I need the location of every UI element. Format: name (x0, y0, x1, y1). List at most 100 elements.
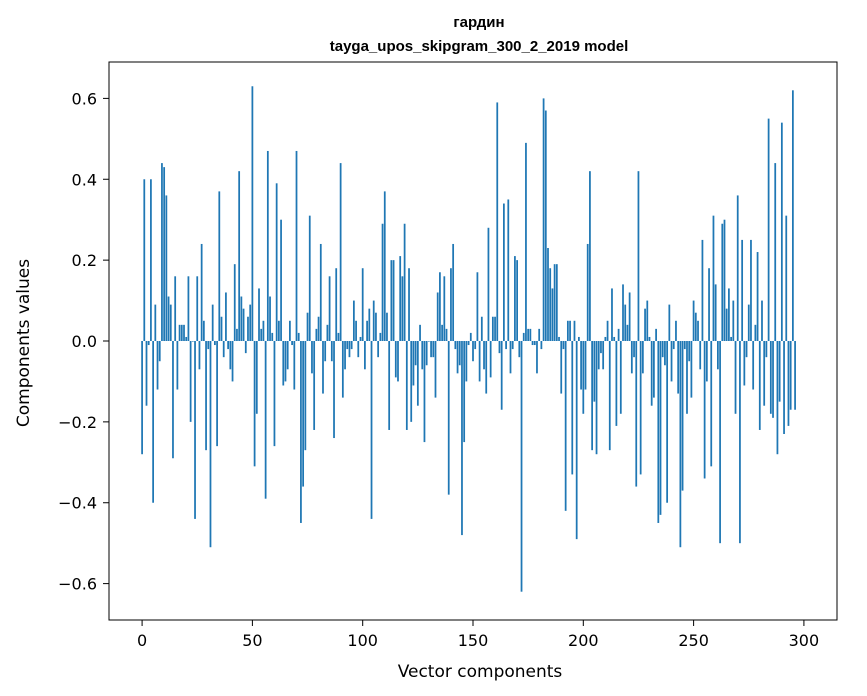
bar (747, 304, 750, 341)
bar (189, 341, 192, 422)
bar (465, 341, 468, 382)
bar (379, 332, 382, 341)
bar (723, 219, 726, 341)
bar (635, 341, 638, 487)
y-tick-label: −0.6 (58, 575, 97, 594)
bar (719, 341, 721, 544)
bar (681, 341, 684, 491)
bar (538, 328, 541, 341)
bar (244, 341, 247, 354)
bar (496, 102, 499, 342)
bar (450, 268, 452, 341)
bar (328, 276, 331, 341)
bar (540, 341, 543, 350)
bar (573, 320, 576, 341)
bar (494, 316, 496, 341)
bar (787, 341, 790, 426)
bar (147, 341, 150, 346)
bar (333, 341, 335, 439)
bar (732, 300, 735, 341)
y-tick-label: 0.4 (72, 170, 97, 189)
bar (262, 320, 265, 341)
bar (158, 341, 161, 362)
bar (507, 199, 510, 341)
bar (553, 264, 556, 341)
bar (485, 341, 488, 394)
bar (699, 341, 702, 370)
bar (761, 300, 763, 341)
bar (161, 163, 163, 341)
bar (368, 308, 371, 341)
bar (306, 312, 309, 341)
bar (688, 341, 691, 362)
bar (154, 304, 157, 341)
bar (403, 223, 406, 341)
bar (458, 341, 461, 366)
bar (425, 341, 428, 366)
bar (675, 320, 677, 341)
bar (655, 328, 657, 341)
bar (240, 296, 243, 341)
y-tick-label: 0.6 (72, 89, 97, 108)
bar (758, 341, 761, 430)
bar (326, 324, 329, 341)
bar (756, 252, 759, 341)
bar (275, 183, 278, 341)
bar (750, 239, 752, 341)
bar (375, 312, 377, 341)
bar (549, 268, 552, 341)
bar (315, 328, 318, 341)
bar (441, 324, 443, 341)
bar (289, 320, 291, 341)
bar (741, 239, 744, 341)
bar (461, 341, 463, 536)
bar (352, 300, 355, 341)
bar (191, 341, 194, 342)
bar (183, 324, 185, 341)
bar (542, 98, 545, 341)
bar (445, 328, 448, 341)
bar (143, 179, 146, 341)
bar (619, 341, 622, 414)
bar (710, 341, 713, 467)
y-tick-label: −0.4 (58, 494, 97, 513)
bar (141, 341, 143, 455)
bar (516, 260, 518, 341)
bar (308, 215, 311, 341)
bar (589, 171, 591, 341)
bar (694, 312, 697, 341)
bar (430, 341, 432, 358)
bar (216, 341, 218, 447)
bar (569, 320, 571, 341)
bar (432, 341, 435, 358)
bar (527, 328, 530, 341)
x-tick-label: 0 (137, 631, 147, 650)
bar (410, 341, 413, 422)
bar (591, 341, 593, 451)
bar (194, 341, 196, 519)
bar (611, 288, 613, 341)
bar (474, 341, 477, 350)
bar (284, 341, 287, 382)
bar (344, 341, 346, 370)
bar (357, 341, 360, 358)
bar (716, 341, 719, 370)
bar (300, 341, 302, 523)
bar (469, 332, 472, 341)
bar (533, 341, 536, 346)
bar (547, 248, 549, 341)
bar (337, 332, 340, 341)
x-tick-label: 300 (789, 631, 820, 650)
bar (394, 341, 397, 378)
bar (794, 341, 796, 410)
bar (580, 341, 582, 390)
bar (324, 341, 327, 362)
bar (211, 304, 214, 341)
bar (198, 341, 201, 370)
bar (637, 171, 640, 341)
bar (500, 341, 503, 410)
y-axis-label: Components values (14, 259, 34, 427)
bar (664, 341, 666, 366)
bar (505, 341, 507, 350)
bar (233, 264, 236, 341)
